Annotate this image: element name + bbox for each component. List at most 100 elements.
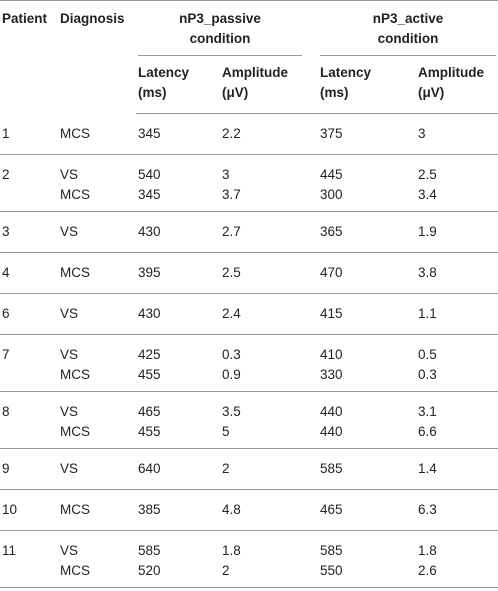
amplitude: 2.6 [418, 563, 437, 578]
header-passive: nP3_passive condition [136, 1, 304, 57]
header-line: Latency [138, 64, 190, 80]
diagnosis-cell: MCS [58, 113, 136, 155]
patient-cell: 10 [0, 489, 58, 531]
latency: 300 [320, 187, 343, 202]
amplitude: 2.7 [222, 224, 241, 239]
amplitude-cell: 0.5 0.3 [416, 334, 498, 392]
spacer [304, 113, 318, 155]
patient-cell: 2 [0, 154, 58, 212]
amplitude: 1.4 [418, 461, 437, 476]
spacer [304, 334, 318, 392]
latency-cell: 465 [318, 489, 416, 531]
latency: 455 [138, 424, 161, 439]
amplitude: 2.4 [222, 306, 241, 321]
amplitude: 1.1 [418, 306, 437, 321]
diagnosis: VS [60, 224, 79, 239]
latency-cell: 415 [318, 293, 416, 335]
patient-cell: 4 [0, 252, 58, 294]
amplitude-cell: 2.7 [220, 211, 304, 253]
header-latency: Latency (ms) [318, 56, 416, 114]
diagnosis: MCS [60, 265, 90, 280]
amplitude: 2 [222, 461, 230, 476]
amplitude-cell: 1.4 [416, 448, 498, 490]
latency-cell: 395 [136, 252, 220, 294]
latency-cell: 430 [136, 293, 220, 335]
diagnosis: MCS [60, 502, 90, 517]
latency: 430 [138, 306, 161, 321]
diagnosis-cell: VS MCS [58, 154, 136, 212]
patient-cell: 9 [0, 448, 58, 490]
latency: 415 [320, 306, 343, 321]
latency: 430 [138, 224, 161, 239]
diagnosis-cell: VS MCS [58, 334, 136, 392]
amplitude: 3 [222, 167, 230, 182]
diagnosis-cell: VS MCS [58, 530, 136, 588]
amplitude-cell: 6.3 [416, 489, 498, 531]
diagnosis: VS [60, 306, 79, 321]
amplitude: 2.5 [222, 265, 241, 280]
latency-cell: 345 [136, 113, 220, 155]
table-body: 1 MCS 345 2.2 375 3 2 VS MCS 540 345 3 3.7 445 300 2.5 3… [0, 113, 498, 588]
header-line: nP3_passive [179, 11, 261, 26]
latency: 410 [320, 347, 343, 362]
amplitude: 0.9 [222, 367, 241, 382]
latency: 585 [320, 461, 343, 476]
diagnosis-cell: VS MCS [58, 391, 136, 449]
table-row: 4 MCS 395 2.5 470 3.8 [0, 252, 498, 294]
latency: 445 [320, 167, 343, 182]
latency: 455 [138, 367, 161, 382]
latency-cell: 585 550 [318, 530, 416, 588]
amplitude: 0.5 [418, 347, 437, 362]
diagnosis-cell: VS [58, 293, 136, 335]
spacer [304, 391, 318, 449]
diagnosis-cell: VS [58, 448, 136, 490]
latency-cell: 585 520 [136, 530, 220, 588]
latency-cell: 445 300 [318, 154, 416, 212]
amplitude-cell: 3 [416, 113, 498, 155]
amplitude: 5 [222, 424, 230, 439]
header-line: Amplitude [222, 64, 288, 80]
patient-cell: 7 [0, 334, 58, 392]
spacer [304, 530, 318, 588]
table-row: 2 VS MCS 540 345 3 3.7 445 300 2.5 3.4 [0, 154, 498, 212]
diagnosis: VS [60, 404, 79, 419]
amplitude-cell: 3.1 6.6 [416, 391, 498, 449]
latency-cell: 440 440 [318, 391, 416, 449]
latency: 330 [320, 367, 343, 382]
amplitude: 2.2 [222, 126, 241, 141]
amplitude-cell: 2 [220, 448, 304, 490]
latency-cell: 410 330 [318, 334, 416, 392]
diagnosis-cell: VS [58, 211, 136, 253]
table-row: 11 VS MCS 585 520 1.8 2 585 550 1.8 2.6 [0, 530, 498, 588]
latency: 440 [320, 404, 343, 419]
latency-cell: 640 [136, 448, 220, 490]
latency: 345 [138, 187, 161, 202]
amplitude: 3.4 [418, 187, 437, 202]
amplitude: 0.3 [222, 347, 241, 362]
patient-cell: 6 [0, 293, 58, 335]
latency-cell: 430 [136, 211, 220, 253]
patient-cell: 3 [0, 211, 58, 253]
diagnosis-cell: MCS [58, 252, 136, 294]
spacer [304, 211, 318, 253]
latency: 365 [320, 224, 343, 239]
latency: 425 [138, 347, 161, 362]
amplitude-cell: 1.8 2.6 [416, 530, 498, 588]
latency: 585 [320, 543, 343, 558]
latency: 375 [320, 126, 343, 141]
latency: 465 [320, 502, 343, 517]
patient-cell: 11 [0, 530, 58, 588]
spacer [304, 489, 318, 531]
amplitude-cell: 2.4 [220, 293, 304, 335]
diagnosis: VS [60, 543, 79, 558]
diagnosis: MCS [60, 187, 90, 202]
header-line: (μV) [418, 84, 445, 100]
amplitude-cell: 3 3.7 [220, 154, 304, 212]
table-row: 10 MCS 385 4.8 465 6.3 [0, 489, 498, 531]
table-row: 1 MCS 345 2.2 375 3 [0, 113, 498, 155]
latency-cell: 465 455 [136, 391, 220, 449]
header-line: condition [189, 31, 251, 46]
header-line: (ms) [138, 84, 167, 100]
amplitude: 3.7 [222, 187, 241, 202]
